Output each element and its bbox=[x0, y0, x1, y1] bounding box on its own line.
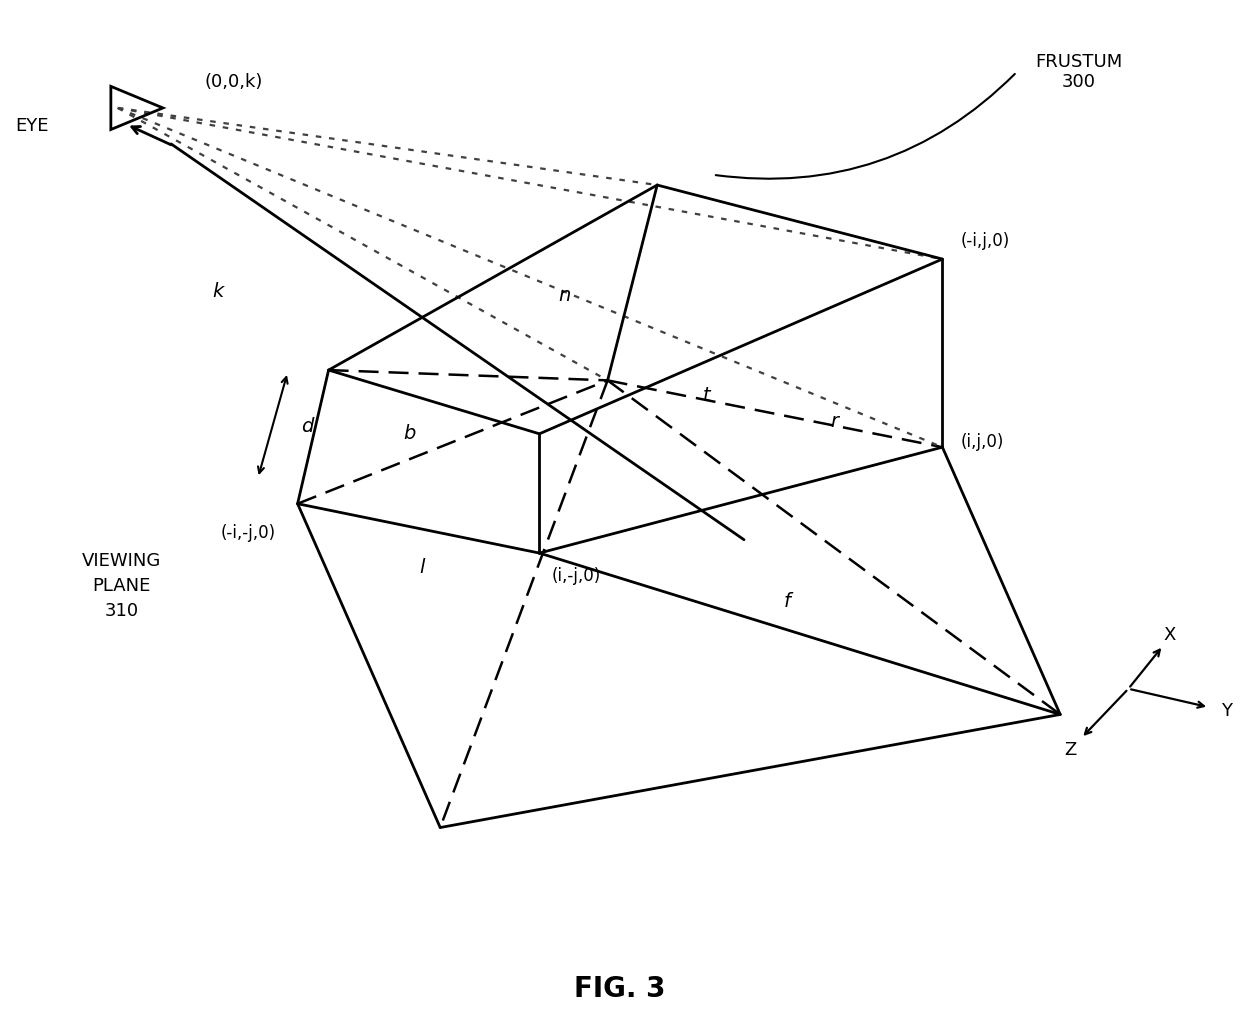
Text: (-i,j,0): (-i,j,0) bbox=[961, 231, 1011, 250]
Text: X: X bbox=[1163, 626, 1176, 645]
Text: Z: Z bbox=[1064, 741, 1076, 760]
Text: n: n bbox=[558, 286, 570, 304]
Text: FIG. 3: FIG. 3 bbox=[574, 975, 666, 1003]
Text: (i,j,0): (i,j,0) bbox=[961, 433, 1004, 451]
Text: Y: Y bbox=[1221, 702, 1231, 721]
Text: EYE: EYE bbox=[15, 117, 48, 136]
Text: k: k bbox=[212, 283, 224, 301]
Text: b: b bbox=[403, 425, 415, 443]
Text: r: r bbox=[831, 412, 838, 431]
Text: FRUSTUM
300: FRUSTUM 300 bbox=[1035, 52, 1122, 91]
Text: (0,0,k): (0,0,k) bbox=[205, 73, 263, 91]
Text: l: l bbox=[419, 558, 424, 577]
Text: f: f bbox=[784, 592, 791, 611]
Text: (i,-j,0): (i,-j,0) bbox=[552, 566, 601, 585]
Text: d: d bbox=[301, 417, 314, 436]
Text: VIEWING
PLANE
310: VIEWING PLANE 310 bbox=[82, 552, 161, 620]
Text: (-i,-j,0): (-i,-j,0) bbox=[221, 523, 275, 542]
Text: t: t bbox=[703, 387, 711, 405]
